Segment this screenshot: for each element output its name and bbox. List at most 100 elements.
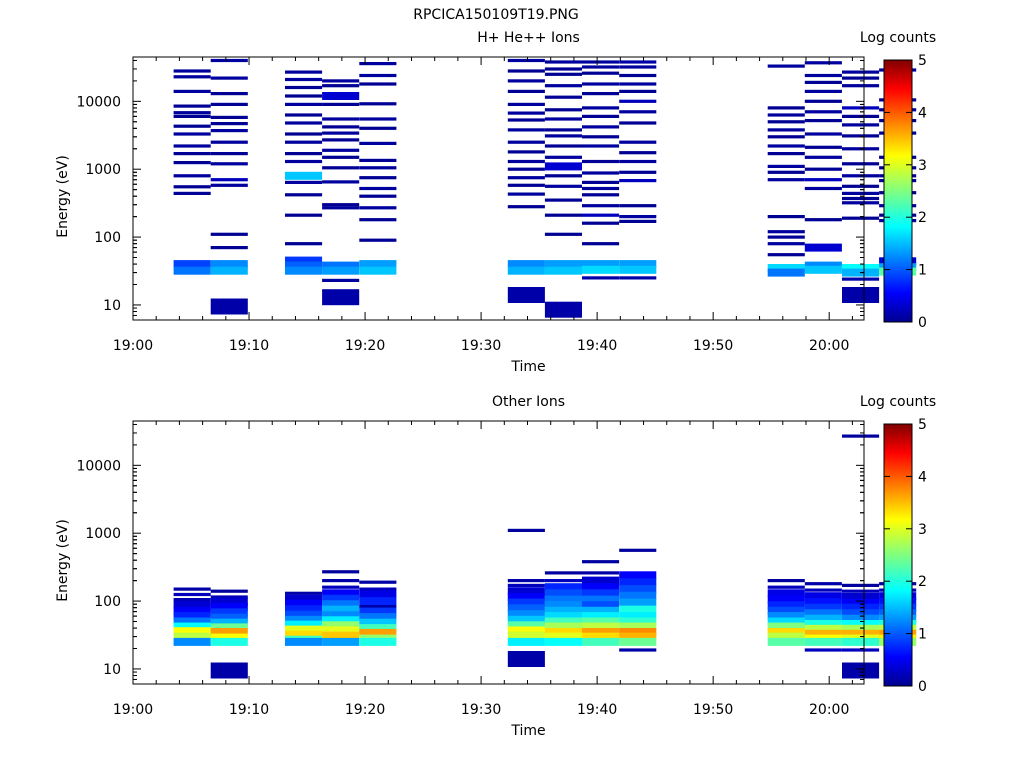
heatmap-cell	[173, 152, 211, 156]
heatmap-cell	[507, 583, 545, 587]
heatmap-cell	[210, 623, 248, 632]
heatmap-cell	[544, 606, 582, 615]
heatmap-cell	[322, 166, 360, 170]
heatmap-cell	[804, 261, 842, 270]
heatmap-cell	[210, 152, 248, 156]
heatmap-cell	[842, 76, 880, 80]
heatmap-cell	[285, 591, 323, 595]
heatmap-cell	[173, 617, 211, 626]
heatmap-cell	[507, 111, 545, 115]
heatmap-cell	[507, 528, 545, 532]
heatmap-cell	[173, 114, 211, 118]
heatmap-cell	[210, 58, 248, 63]
heatmap-cell	[544, 60, 582, 64]
heatmap-cell	[582, 82, 620, 86]
y-tick-label: 10000	[76, 458, 121, 474]
heatmap-cell	[210, 298, 248, 315]
x-tick-label: 19:30	[461, 702, 501, 718]
heatmap-cell	[544, 213, 582, 217]
heatmap-cell	[619, 73, 657, 78]
heatmap-cell	[582, 60, 620, 64]
heatmap-cell	[359, 590, 397, 599]
heatmap-cell	[582, 92, 620, 96]
y-tick-label: 10	[103, 298, 121, 314]
heatmap-cell	[544, 95, 582, 99]
heatmap-cell	[322, 155, 360, 159]
heatmap-cell	[507, 579, 545, 583]
heatmap-cell	[210, 637, 248, 646]
heatmap-cell	[359, 260, 397, 269]
heatmap-cell	[842, 184, 880, 188]
x-tick-label: 19:10	[229, 338, 269, 354]
heatmap-cell	[210, 246, 248, 250]
heatmap-cell	[173, 124, 211, 128]
heatmap-cell	[210, 102, 248, 106]
plot-frame	[132, 56, 865, 321]
heatmap-cell	[322, 626, 360, 635]
heatmap-cell	[619, 260, 657, 269]
heatmap-cell	[285, 261, 323, 270]
heatmap-cell	[359, 158, 397, 162]
heatmap-cell	[285, 132, 323, 136]
heatmap-cell	[619, 612, 657, 621]
heatmap-cell	[544, 622, 582, 631]
heatmap-cell	[322, 579, 360, 583]
heatmap-cell	[173, 627, 211, 636]
heatmap-cell	[582, 571, 620, 575]
heatmap-cell	[767, 632, 805, 641]
heatmap-cell	[619, 622, 657, 631]
heatmap-cell	[767, 617, 805, 626]
heatmap-cell	[507, 128, 545, 132]
heatmap-cell	[173, 622, 211, 631]
y-axis-label: Energy (eV)	[55, 155, 71, 238]
heatmap-cell	[507, 637, 545, 646]
heatmap-cell	[582, 622, 620, 631]
heatmap-cell	[507, 118, 545, 122]
heatmap-cell	[359, 637, 397, 646]
heatmap-cell	[507, 593, 545, 601]
heatmap-cell	[210, 602, 248, 611]
heatmap-cell	[767, 242, 805, 246]
heatmap-cell	[544, 184, 582, 188]
heatmap-cell	[619, 179, 657, 183]
heatmap-cell	[507, 598, 545, 607]
heatmap-cell	[507, 102, 545, 106]
heatmap-cell	[582, 65, 620, 69]
heatmap-cell	[210, 628, 248, 636]
heatmap-cell	[842, 84, 880, 88]
heatmap-cell	[210, 232, 248, 236]
heatmap-cell	[322, 117, 360, 121]
heatmap-cell	[767, 106, 805, 110]
heatmap-cell	[173, 75, 211, 79]
heatmap-cell	[359, 194, 397, 198]
heatmap-cell	[582, 204, 620, 208]
heatmap-cell	[544, 174, 582, 178]
heatmap-cell	[842, 216, 880, 220]
heatmap-cell	[804, 167, 842, 171]
heatmap-cell	[322, 261, 360, 270]
heatmap-cell	[210, 140, 248, 144]
heatmap-cell	[173, 260, 211, 269]
heatmap-cell	[619, 121, 657, 125]
heatmap-cell	[619, 60, 657, 64]
heatmap-cell	[804, 624, 842, 633]
heatmap-cell	[285, 193, 323, 197]
heatmap-cell	[582, 637, 620, 646]
heatmap-cell	[619, 548, 657, 552]
heatmap-cell	[619, 89, 657, 93]
heatmap-cell	[322, 79, 360, 83]
panel-other-ions: 19:00 19:10 19:20 19:30 19:40 19:50 20:0010100…	[55, 394, 936, 739]
heatmap-cell	[285, 77, 323, 82]
heatmap-cell	[804, 218, 842, 222]
heatmap-cell	[582, 71, 620, 75]
heatmap-cell	[842, 637, 880, 646]
heatmap-cell	[359, 206, 397, 210]
heatmap-cell	[842, 583, 880, 587]
heatmap-cell	[804, 603, 842, 612]
heatmap-cell	[173, 592, 211, 597]
x-tick-label: 19:00	[113, 702, 153, 718]
heatmap-cell	[544, 579, 582, 583]
heatmap-cell	[210, 260, 248, 269]
heatmap-cell	[322, 289, 360, 306]
